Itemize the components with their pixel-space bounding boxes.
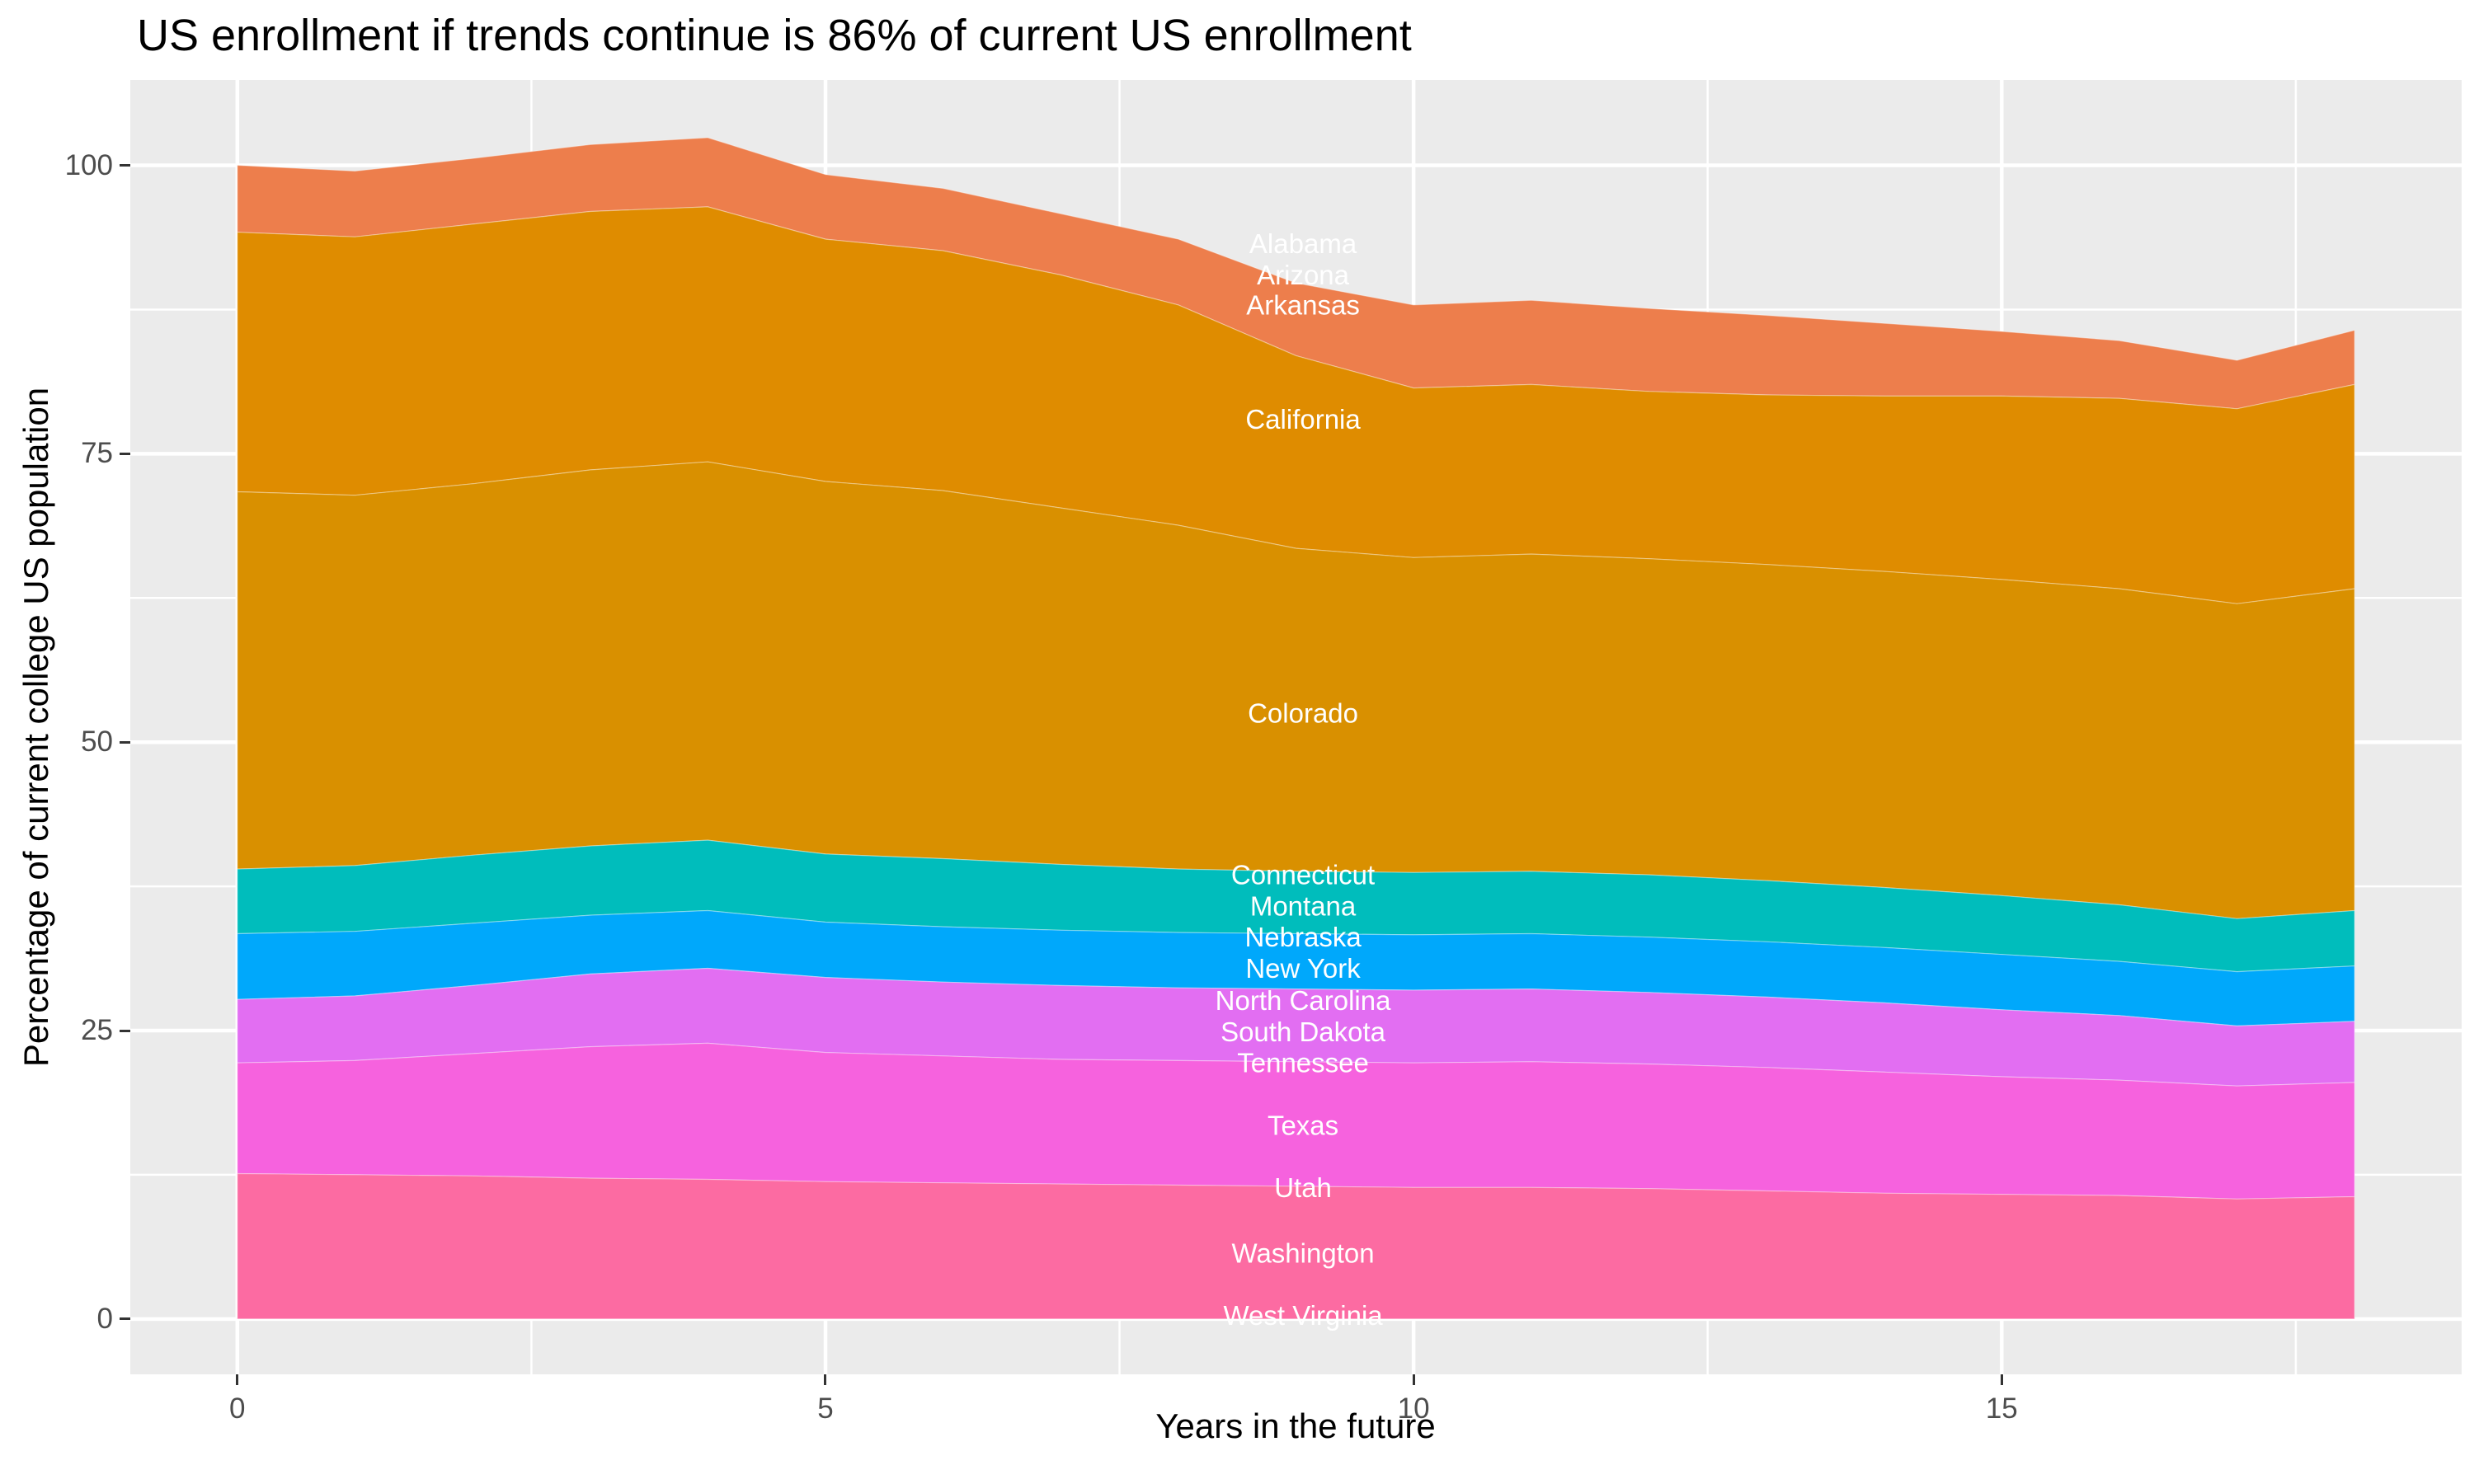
state-label-alabama: Alabama [1249,228,1357,259]
x-tick-mark [824,1374,827,1385]
state-label-connecticut: Connecticut [1231,860,1375,890]
y-tick-mark [120,452,130,455]
state-label-south-dakota: South Dakota [1221,1017,1386,1047]
area-band-utah-washington-west-virginia [237,1172,2355,1320]
y-tick-label: 0 [96,1302,113,1335]
y-tick-label: 75 [81,437,113,470]
state-label-nebraska: Nebraska [1244,922,1362,952]
plot-panel: Alabama Arizona Arkansas California Colorado… [130,80,2462,1378]
x-tick-label: 10 [1397,1392,1430,1425]
state-label-arizona: Arizona [1257,260,1350,290]
y-tick-mark [120,1029,130,1032]
chart-title: US enrollment if trends continue is 86% … [137,11,1412,60]
y-tick-mark [120,740,130,744]
state-label-colorado: Colorado [1248,698,1358,729]
x-tick-mark [2000,1374,2003,1385]
state-label-west-virginia: West Virginia [1223,1300,1383,1331]
state-label-washington: Washington [1232,1238,1375,1269]
state-label-texas: Texas [1268,1110,1338,1140]
y-tick-mark [120,1317,130,1321]
x-tick-mark [1412,1374,1415,1385]
x-tick-label: 15 [1985,1392,2018,1425]
x-tick-label: 5 [817,1392,834,1425]
x-tick-mark [236,1374,239,1385]
state-label-utah: Utah [1274,1172,1332,1203]
state-label-new-york: New York [1245,953,1361,984]
state-label-california: California [1245,404,1361,434]
x-axis-title: Years in the future [1155,1407,1436,1445]
y-tick-label: 100 [64,148,113,181]
state-label-north-carolina: North Carolina [1216,985,1391,1016]
y-tick-label: 25 [81,1014,113,1046]
state-label-arkansas: Arkansas [1246,289,1360,320]
y-tick-mark [120,164,130,167]
state-label-montana: Montana [1250,890,1357,921]
y-tick-label: 50 [81,726,113,758]
x-tick-label: 0 [229,1392,246,1425]
state-label-tennessee: Tennessee [1237,1048,1369,1078]
